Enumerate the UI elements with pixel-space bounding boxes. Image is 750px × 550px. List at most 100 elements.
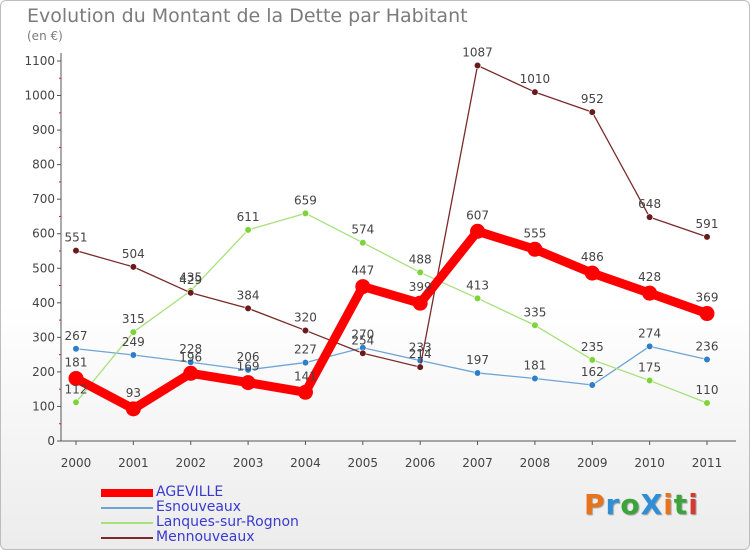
y-tick-label: 200	[32, 365, 55, 379]
data-label: 488	[409, 252, 432, 266]
legend-swatch	[101, 488, 153, 497]
data-label: 648	[638, 197, 661, 211]
series-line-mennouveaux	[75, 64, 708, 368]
data-label: 181	[65, 355, 88, 369]
legend-swatch	[101, 536, 153, 539]
data-label: 413	[466, 278, 489, 292]
data-label: 611	[237, 210, 260, 224]
data-label: 254	[351, 333, 374, 347]
legend-label: Lanques-sur-Rognon	[156, 514, 299, 530]
data-label: 227	[294, 343, 317, 357]
x-tick-label: 2011	[692, 456, 723, 470]
data-point	[244, 226, 252, 234]
data-labels: 181 93 196 169 141 447 399 607 555 486 428 369 267 24…	[65, 45, 719, 399]
data-label: 112	[65, 382, 88, 396]
data-point	[412, 295, 428, 311]
data-label: 249	[122, 335, 145, 349]
data-label: 607	[466, 208, 489, 222]
series-line-esnouveaux	[75, 345, 708, 386]
data-point	[301, 358, 310, 367]
legend-label: Mennouveaux	[156, 529, 255, 545]
data-point	[531, 321, 539, 329]
x-tick-label: 2006	[405, 456, 436, 470]
chart-title: Evolution du Montant de la Dette par Hab…	[27, 5, 468, 27]
x-tick-label: 2009	[577, 456, 608, 470]
data-point	[703, 355, 711, 364]
y-tick-label: 800	[32, 158, 55, 172]
legend-item: Esnouveaux	[101, 500, 299, 515]
data-label: 93	[126, 386, 141, 400]
data-point	[646, 376, 654, 385]
data-point	[301, 326, 310, 335]
data-point	[646, 213, 654, 221]
y-tick-label: 600	[32, 227, 55, 241]
data-point	[699, 306, 715, 322]
y-tick-label: 500	[32, 261, 55, 275]
data-point	[470, 223, 486, 239]
data-point	[72, 345, 80, 353]
y-tick-label: 0	[47, 434, 55, 448]
data-point	[531, 374, 539, 383]
data-point	[72, 398, 80, 406]
data-label: 555	[523, 226, 546, 240]
data-label: 428	[638, 270, 661, 284]
data-label: 315	[122, 312, 145, 326]
data-label: 175	[638, 361, 661, 375]
data-label: 196	[179, 350, 202, 364]
data-label: 110	[696, 383, 719, 397]
series-line-lanques-sur-rognon	[75, 212, 708, 404]
data-label: 486	[581, 250, 604, 264]
y-tick-label: 900	[32, 123, 55, 137]
data-point	[72, 247, 80, 255]
y-tick-label: 300	[32, 330, 55, 344]
x-tick-label: 2007	[462, 456, 493, 470]
data-label: 1087	[462, 45, 493, 59]
data-label: 169	[237, 360, 260, 374]
data-point	[588, 381, 596, 389]
data-point	[125, 401, 141, 417]
chart-legend: AGEVILLE Esnouveaux Lanques-sur-Rognon Menn…	[101, 485, 299, 545]
data-label: 214	[409, 347, 432, 361]
data-point	[588, 356, 596, 364]
data-label: 233	[409, 341, 432, 355]
data-label: 141	[294, 369, 317, 383]
data-point	[240, 375, 256, 391]
data-label: 551	[65, 231, 88, 245]
series-lines	[68, 61, 715, 417]
data-point	[183, 365, 199, 381]
data-point	[527, 241, 543, 257]
data-label: 267	[65, 329, 88, 343]
data-label: 399	[409, 280, 432, 294]
chart-unit-label: (en €)	[27, 29, 63, 43]
data-label: 320	[294, 310, 317, 324]
data-point	[129, 263, 137, 271]
legend-label: AGEVILLE	[156, 484, 224, 500]
data-point	[531, 88, 539, 96]
y-tick-label: 700	[32, 192, 55, 206]
data-point	[355, 279, 371, 295]
proxiti-logo: ProXiti	[584, 488, 699, 521]
data-label: 435	[179, 271, 202, 285]
data-label: 591	[696, 217, 719, 231]
x-tick-label: 2000	[61, 456, 92, 470]
data-label: 384	[237, 288, 260, 302]
legend-swatch	[101, 521, 153, 524]
data-label: 504	[122, 247, 145, 261]
x-tick-label: 2002	[175, 456, 206, 470]
legend-swatch	[101, 506, 153, 509]
data-label: 197	[466, 353, 489, 367]
series-line-ageville	[71, 226, 712, 414]
legend-item: Lanques-sur-Rognon	[101, 515, 299, 530]
data-label: 228	[179, 342, 202, 356]
data-label: 335	[523, 305, 546, 319]
data-label: 162	[581, 365, 604, 379]
data-point	[588, 108, 596, 116]
x-tick-label: 2008	[520, 456, 551, 470]
data-label: 274	[638, 326, 661, 340]
data-label: 574	[351, 223, 374, 237]
x-tick-label: 2010	[634, 456, 665, 470]
legend-item: Mennouveaux	[101, 530, 299, 545]
data-point	[584, 265, 600, 281]
data-label: 659	[294, 193, 317, 207]
